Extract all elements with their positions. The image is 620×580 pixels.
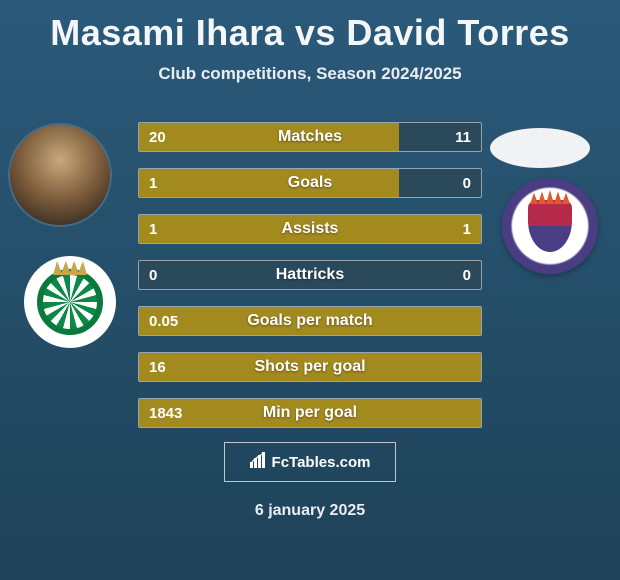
stat-row: 1Assists1 bbox=[138, 214, 482, 244]
stats-list: 20Matches111Goals01Assists10Hattricks00.… bbox=[138, 122, 482, 444]
stat-label: Min per goal bbox=[139, 399, 481, 427]
stat-row: 1Goals0 bbox=[138, 168, 482, 198]
stat-value-right: 0 bbox=[463, 169, 471, 197]
player-photo-right-placeholder bbox=[490, 128, 590, 168]
stat-label: Assists bbox=[139, 215, 481, 243]
player-photo-left bbox=[10, 125, 110, 225]
chart-icon bbox=[250, 452, 268, 473]
stat-row: 16Shots per goal bbox=[138, 352, 482, 382]
club-badge-right bbox=[502, 178, 598, 274]
brand-label: FcTables.com bbox=[272, 454, 371, 471]
crown-icon bbox=[53, 261, 87, 275]
stat-row: 0.05Goals per match bbox=[138, 306, 482, 336]
betis-crest-icon bbox=[37, 269, 103, 335]
stat-value-right: 11 bbox=[455, 123, 471, 151]
stat-value-right: 0 bbox=[463, 261, 471, 289]
date-label: 6 january 2025 bbox=[0, 502, 620, 520]
brand-box: FcTables.com bbox=[224, 442, 396, 482]
valladolid-crest-icon bbox=[528, 200, 572, 252]
flames-icon bbox=[530, 190, 570, 204]
stat-label: Shots per goal bbox=[139, 353, 481, 381]
stat-row: 20Matches11 bbox=[138, 122, 482, 152]
stat-label: Goals bbox=[139, 169, 481, 197]
stat-row: 0Hattricks0 bbox=[138, 260, 482, 290]
stat-label: Goals per match bbox=[139, 307, 481, 335]
comparison-subtitle: Club competitions, Season 2024/2025 bbox=[0, 64, 620, 84]
comparison-title: Masami Ihara vs David Torres bbox=[0, 0, 620, 54]
stat-label: Hattricks bbox=[139, 261, 481, 289]
club-badge-left bbox=[24, 256, 116, 348]
stat-value-right: 1 bbox=[463, 215, 471, 243]
stat-label: Matches bbox=[139, 123, 481, 151]
stat-row: 1843Min per goal bbox=[138, 398, 482, 428]
